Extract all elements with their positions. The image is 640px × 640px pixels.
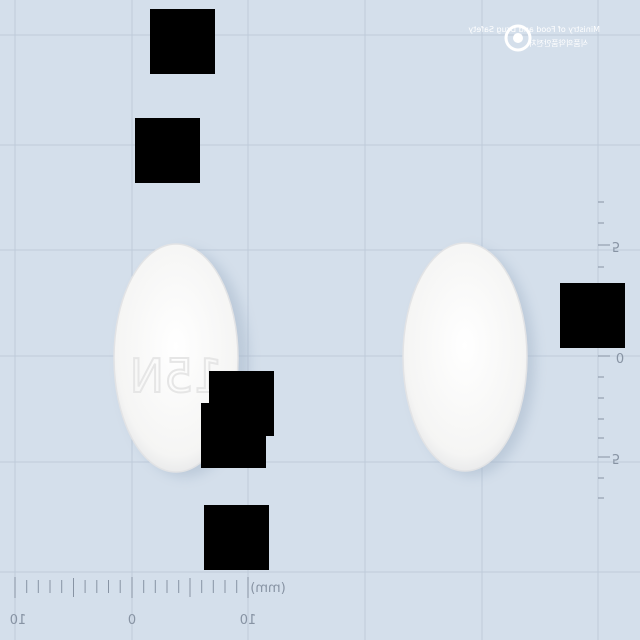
logo-line-2: 식품의약품안전처 <box>529 38 588 48</box>
redaction-block <box>150 9 215 74</box>
redaction-block <box>201 403 266 468</box>
scale-label-right: 10 <box>240 613 257 628</box>
tablet-back <box>402 242 535 476</box>
redaction-block <box>560 283 625 348</box>
redaction-block <box>135 118 200 183</box>
circle-logo-icon <box>504 24 532 52</box>
tablet-imprint: 15N <box>130 349 223 403</box>
v-scale-label-top: 5 <box>612 238 620 253</box>
agency-logo: Ministry of Food and Drug Safety 식품의약품안전… <box>468 24 600 52</box>
vertical-scale <box>598 201 610 499</box>
horizontal-scale <box>14 577 249 598</box>
horizontal-scale-labels: 10 0 10 (mm) <box>10 581 286 628</box>
redaction-block <box>204 505 269 570</box>
vertical-scale-labels: 5 0 5 <box>612 238 624 465</box>
logo-line-1: Ministry of Food and Drug Safety <box>468 25 600 34</box>
redaction-blocks <box>135 9 625 570</box>
scale-unit: (mm) <box>250 581 285 596</box>
scale-label-zero: 0 <box>128 613 136 628</box>
v-scale-label-zero: 0 <box>616 349 624 364</box>
scale-label-left: 10 <box>10 613 27 628</box>
v-scale-label-bottom: 5 <box>612 450 620 465</box>
